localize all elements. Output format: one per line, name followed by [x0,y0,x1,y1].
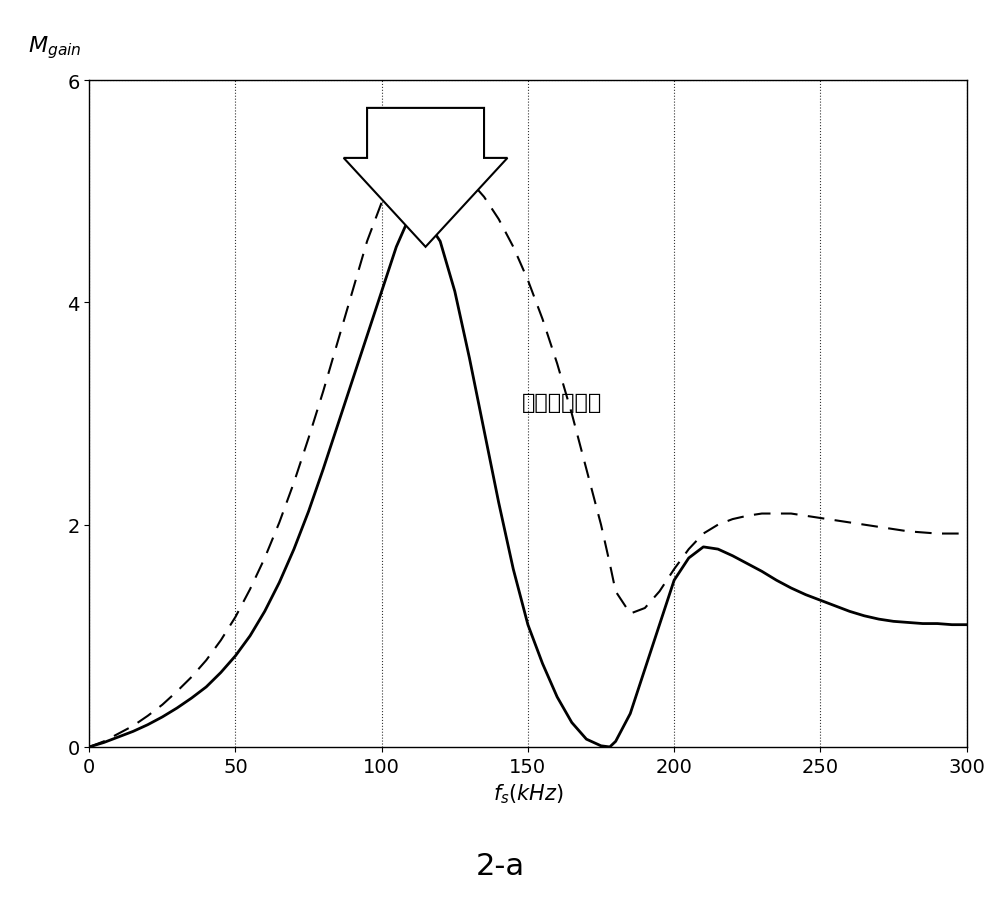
Text: 电路负载加重: 电路负载加重 [522,393,602,413]
Text: 2-a: 2-a [475,851,525,880]
X-axis label: $f_s(kHz)$: $f_s(kHz)$ [493,782,563,805]
Polygon shape [344,108,507,248]
Text: $M_{gain}$: $M_{gain}$ [28,35,82,61]
